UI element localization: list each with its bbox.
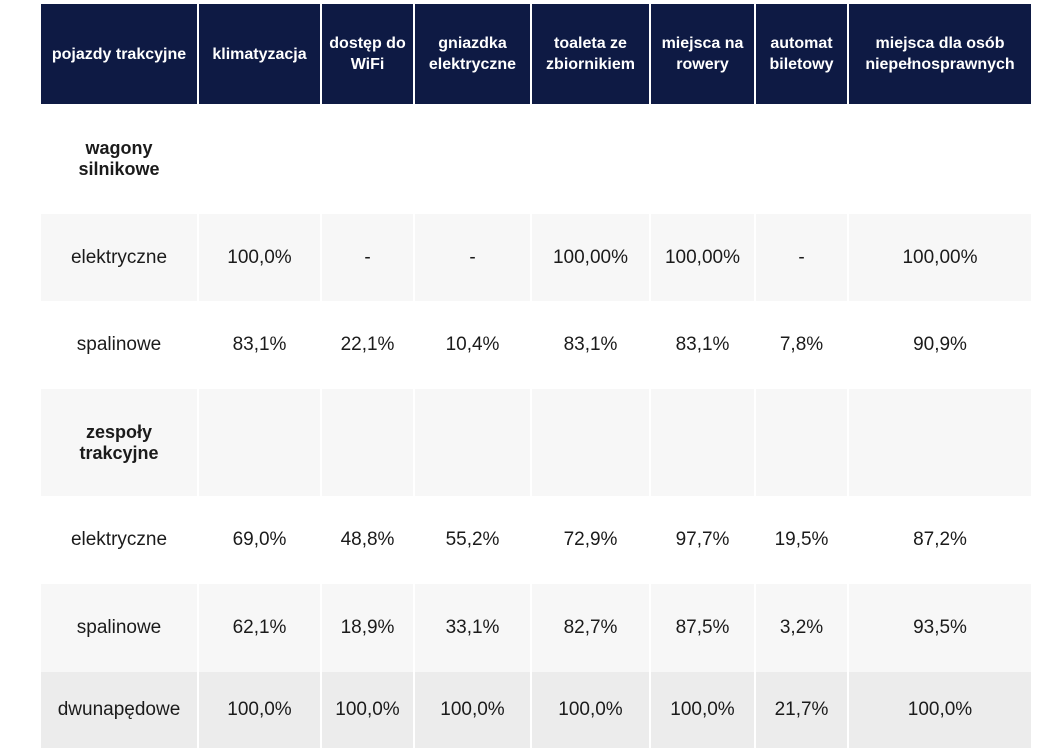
- table-cell: [198, 104, 322, 214]
- table-cell: [755, 104, 849, 214]
- table-cell: 100,0%: [848, 672, 1031, 748]
- table-cell: 100,0%: [414, 672, 532, 748]
- table-cell: 62,1%: [198, 584, 322, 672]
- table-cell: 90,9%: [848, 301, 1031, 389]
- table-cell: 87,2%: [848, 496, 1031, 584]
- header-toilet: toaleta ze zbiornikiem: [531, 4, 651, 104]
- table-cell: 72,9%: [531, 496, 651, 584]
- table-row: elektryczne 69,0% 48,8% 55,2% 72,9% 97,7% 19,5…: [41, 496, 1031, 584]
- table-cell: [321, 104, 415, 214]
- table-cell: 83,1%: [531, 301, 651, 389]
- table-cell: 55,2%: [414, 496, 532, 584]
- table-cell: 21,7%: [755, 672, 849, 748]
- table-cell: 87,5%: [650, 584, 756, 672]
- header-wifi: dostęp do WiFi: [321, 4, 415, 104]
- table-body: wagony silnikowe elektryczne 100,0% - -100,0…: [41, 104, 1031, 748]
- table-cell: 100,00%: [650, 214, 756, 301]
- table-cell: 100,00%: [848, 214, 1031, 301]
- header-air-conditioning: klimatyzacja: [198, 4, 322, 104]
- table-cell: 10,4%: [414, 301, 532, 389]
- header-power-sockets: gniazdka elektryczne: [414, 4, 532, 104]
- table-cell: [755, 389, 849, 496]
- table-cell: 100,0%: [650, 672, 756, 748]
- table-cell: [321, 389, 415, 496]
- table-cell: [414, 389, 532, 496]
- group-label: zespoły trakcyjne: [41, 389, 199, 496]
- table-cell: 22,1%: [321, 301, 415, 389]
- table-cell: 83,1%: [198, 301, 322, 389]
- table-cell: [414, 104, 532, 214]
- table-cell: [531, 104, 651, 214]
- row-label: elektryczne: [41, 214, 199, 301]
- table-cell: [650, 389, 756, 496]
- data-table-container: pojazdy trakcyjne klimatyzacja dostęp do…: [41, 4, 1031, 748]
- table-cell: 100,0%: [198, 214, 322, 301]
- table-cell: [848, 104, 1031, 214]
- table-cell: [848, 389, 1031, 496]
- table-cell: 100,0%: [198, 672, 322, 748]
- table-cell: 19,5%: [755, 496, 849, 584]
- table-cell: 97,7%: [650, 496, 756, 584]
- row-label: dwunapędowe: [41, 672, 199, 748]
- table-cell: 33,1%: [414, 584, 532, 672]
- table-row: spalinowe 62,1% 18,9% 33,1% 82,7% 87,5% 3,2% 93…: [41, 584, 1031, 672]
- table-cell: 100,0%: [531, 672, 651, 748]
- header-row: pojazdy trakcyjne klimatyzacja dostęp do…: [41, 4, 1031, 104]
- header-disabled-spaces: miejsca dla osób niepełnosprawnych: [848, 4, 1031, 104]
- table-row: elektryczne 100,0% - -100,00% 100,00% -100,00…: [41, 214, 1031, 301]
- table-cell: 83,1%: [650, 301, 756, 389]
- table-cell: 100,0%: [321, 672, 415, 748]
- group-row: zespoły trakcyjne: [41, 389, 1031, 496]
- table-cell: [198, 389, 322, 496]
- group-label: wagony silnikowe: [41, 104, 199, 214]
- table-cell: -: [755, 214, 849, 301]
- row-label: elektryczne: [41, 496, 199, 584]
- table-cell: -: [414, 214, 532, 301]
- table-row: spalinowe 83,1% 22,1% 10,4% 83,1% 83,1% 7,8% 90…: [41, 301, 1031, 389]
- table-cell: 7,8%: [755, 301, 849, 389]
- table-cell: -: [321, 214, 415, 301]
- table-cell: 3,2%: [755, 584, 849, 672]
- row-label: spalinowe: [41, 301, 199, 389]
- group-row: wagony silnikowe: [41, 104, 1031, 214]
- table-cell: 100,00%: [531, 214, 651, 301]
- table-cell: 48,8%: [321, 496, 415, 584]
- table-cell: 82,7%: [531, 584, 651, 672]
- table-cell: [531, 389, 651, 496]
- header-ticket-machine: automat biletowy: [755, 4, 849, 104]
- header-vehicle-type: pojazdy trakcyjne: [41, 4, 199, 104]
- table-row: dwunapędowe 100,0% 100,0% 100,0% 100,0% 100,0…: [41, 672, 1031, 748]
- table-cell: 18,9%: [321, 584, 415, 672]
- table-cell: [650, 104, 756, 214]
- header-bike-spaces: miejsca na rowery: [650, 4, 756, 104]
- rolling-stock-equipment-table: pojazdy trakcyjne klimatyzacja dostęp do…: [41, 4, 1031, 748]
- row-label: spalinowe: [41, 584, 199, 672]
- table-cell: 69,0%: [198, 496, 322, 584]
- table-cell: 93,5%: [848, 584, 1031, 672]
